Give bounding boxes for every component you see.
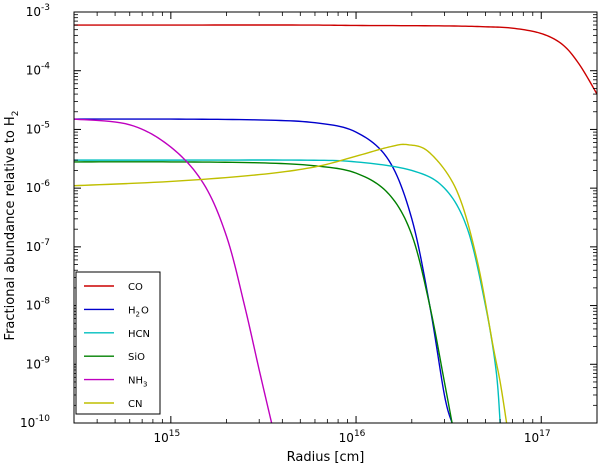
legend: CO H2O HCN SiO NH3 CN <box>75 271 161 415</box>
y-tick-label: 10-8 <box>26 297 51 313</box>
legend-box <box>75 271 161 415</box>
y-tick-label: 10-9 <box>26 355 51 371</box>
axis-labels: Radius [cm] Fractional abundance relative… <box>3 111 364 465</box>
legend-label-nh3: NH3 <box>128 376 147 389</box>
x-tick-label: 1017 <box>524 429 551 445</box>
y-axis-label: Fractional abundance relative to H2 <box>3 111 21 341</box>
y-tick-label: 10-7 <box>26 238 50 254</box>
legend-label-sio: SiO <box>128 352 145 363</box>
legend-label-h2o: H2O <box>128 305 149 318</box>
series-line-nh3 <box>74 118 273 423</box>
legend-label-co: CO <box>128 282 143 293</box>
axes: 1015 1016 1017 10-10 10-9 10-8 10-7 10-6 10-5 10-… <box>20 3 598 445</box>
x-axis-label: Radius [cm] <box>287 450 365 465</box>
series-line-sio <box>74 161 453 423</box>
series-line-cn <box>74 143 508 423</box>
legend-label-cn: CN <box>128 399 142 410</box>
y-tick-label: 10-5 <box>26 120 50 136</box>
plot-lines <box>74 24 597 423</box>
x-tick-label: 1015 <box>153 429 180 445</box>
x-tick-label: 1016 <box>339 429 366 445</box>
y-tick-label: 10-3 <box>26 3 50 19</box>
y-tick-label: 10-6 <box>26 179 51 195</box>
series-line-h2o <box>74 118 453 423</box>
y-tick-label: 10-10 <box>20 414 50 430</box>
plot-frame <box>73 11 598 424</box>
y-tick-label: 10-4 <box>26 62 51 78</box>
series-line-co <box>74 24 597 95</box>
legend-label-hcn: HCN <box>128 329 150 340</box>
